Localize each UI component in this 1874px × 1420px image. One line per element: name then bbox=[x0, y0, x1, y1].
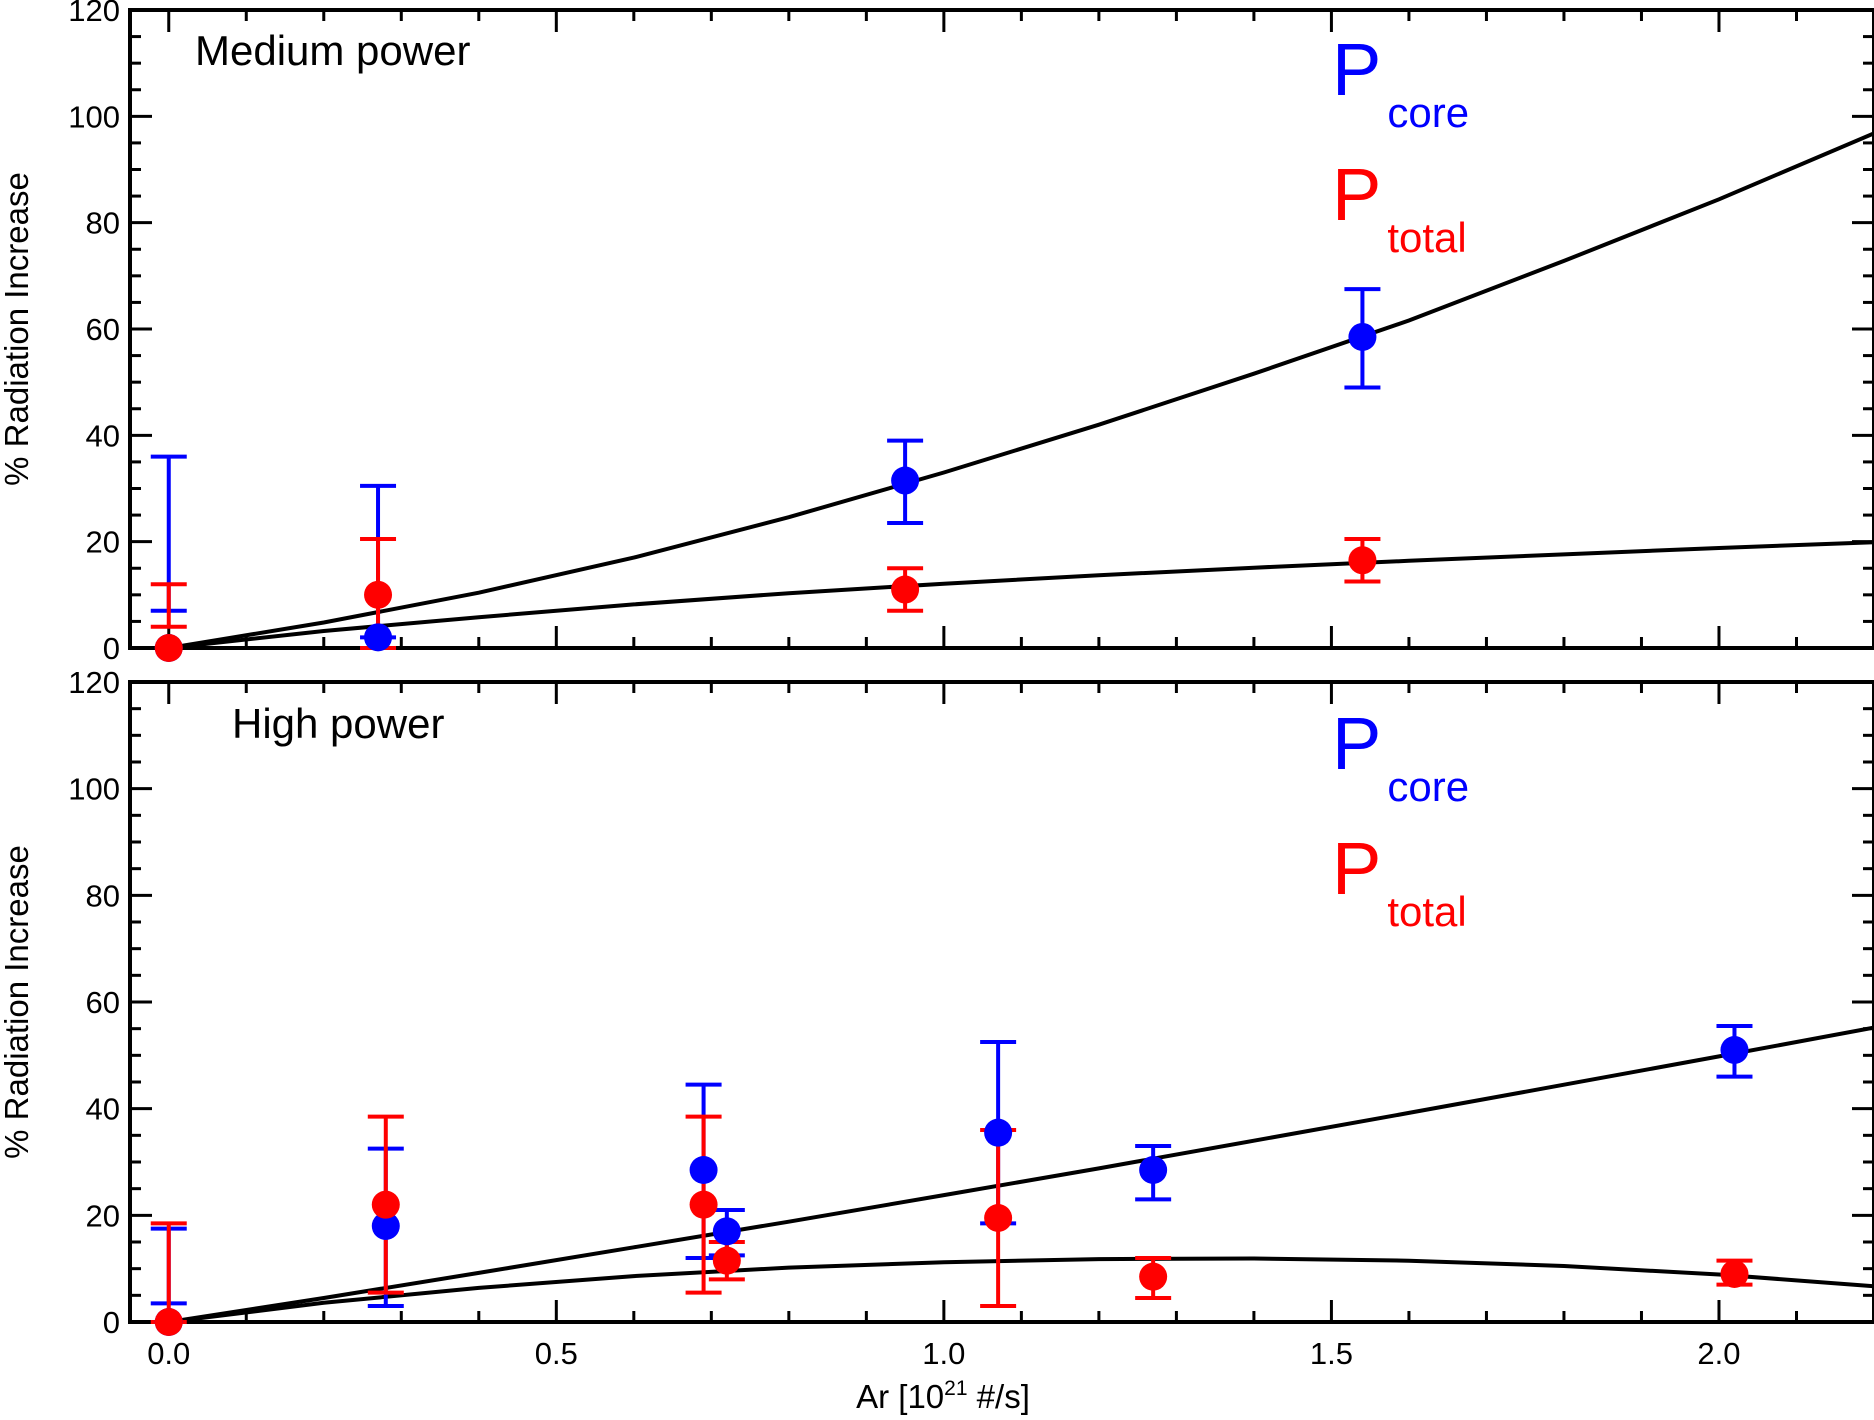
fit-curve-0 bbox=[168, 1025, 1874, 1324]
legend-subscript: core bbox=[1387, 89, 1469, 136]
legend-symbol: P bbox=[1332, 153, 1381, 236]
y-tick-label: 120 bbox=[68, 0, 120, 28]
legend-entry-total: Ptotal bbox=[1332, 827, 1467, 935]
data-point-total bbox=[1720, 1260, 1749, 1288]
y-tick-label: 40 bbox=[86, 418, 120, 453]
data-point-total bbox=[891, 575, 920, 604]
data-point-total bbox=[689, 1190, 718, 1219]
y-tick-label: 80 bbox=[86, 206, 120, 241]
data-point-total bbox=[712, 1246, 741, 1275]
legend-entry-total: Ptotal bbox=[1332, 153, 1467, 261]
panel-title: High power bbox=[232, 700, 444, 747]
legend-symbol: P bbox=[1332, 702, 1381, 785]
data-point-core bbox=[689, 1156, 718, 1184]
legend-symbol: P bbox=[1332, 827, 1381, 910]
x-tick-label: 1.0 bbox=[922, 1336, 965, 1371]
y-tick-label: 60 bbox=[86, 312, 120, 347]
x-axis-title-main: Ar [10 bbox=[856, 1378, 944, 1415]
data-point-total bbox=[154, 634, 183, 662]
fit-curve-0 bbox=[168, 131, 1874, 650]
data-point-total bbox=[364, 580, 393, 609]
data-point-core bbox=[1348, 322, 1377, 351]
data-point-total bbox=[1139, 1262, 1168, 1291]
fit-curve-1 bbox=[168, 1256, 1874, 1324]
legend-entry-core: Pcore bbox=[1332, 702, 1469, 810]
data-point-total bbox=[1348, 546, 1377, 575]
y-tick-label: 60 bbox=[86, 985, 120, 1020]
x-tick-label: 1.5 bbox=[1310, 1336, 1353, 1371]
data-point-core bbox=[371, 1212, 400, 1240]
data-point-core bbox=[1139, 1156, 1168, 1184]
data-point-core bbox=[712, 1217, 741, 1246]
data-point-core bbox=[1720, 1036, 1749, 1064]
data-point-total bbox=[371, 1190, 400, 1219]
data-point-core bbox=[984, 1118, 1013, 1147]
legend-subscript: core bbox=[1387, 763, 1469, 810]
x-tick-label: 0.5 bbox=[535, 1336, 578, 1371]
y-axis-title: % Radiation Increase bbox=[0, 845, 35, 1159]
y-tick-label: 100 bbox=[68, 99, 120, 134]
data-point-total bbox=[984, 1204, 1013, 1232]
y-tick-label: 20 bbox=[86, 1198, 120, 1233]
legend-entry-core: Pcore bbox=[1332, 28, 1469, 136]
x-axis-title-sup: 21 bbox=[944, 1377, 967, 1400]
y-tick-label: 40 bbox=[86, 1092, 120, 1127]
y-tick-label: 80 bbox=[86, 878, 120, 913]
x-axis-title: Ar [1021 #/s] bbox=[856, 1377, 1030, 1415]
y-tick-label: 20 bbox=[86, 525, 120, 560]
y-axis-title: % Radiation Increase bbox=[0, 172, 35, 486]
y-tick-label: 0 bbox=[103, 631, 120, 666]
x-axis-title-tail: #/s] bbox=[968, 1378, 1030, 1415]
data-point-total bbox=[154, 1308, 183, 1336]
x-tick-label: 0.0 bbox=[147, 1336, 190, 1371]
data-point-core bbox=[891, 466, 920, 495]
legend-subscript: total bbox=[1387, 214, 1466, 261]
y-tick-label: 0 bbox=[103, 1305, 120, 1340]
panel-title: Medium power bbox=[195, 27, 470, 74]
panel-medium-power: 0 20 40 60 80 100 120 % Radiation Increase Mediu… bbox=[0, 0, 1874, 666]
fit-curve-1 bbox=[168, 540, 1874, 650]
legend-subscript: total bbox=[1387, 888, 1466, 935]
y-tick-label: 120 bbox=[68, 665, 120, 700]
legend-symbol: P bbox=[1332, 28, 1381, 111]
panel-high-power: 0 20 40 60 80 100 120 0.0 0.5 1.0 1.5 2.0 % Radiatio… bbox=[0, 665, 1874, 1371]
x-tick-label: 2.0 bbox=[1697, 1336, 1740, 1371]
y-tick-label: 100 bbox=[68, 772, 120, 807]
data-point-core bbox=[364, 623, 393, 652]
